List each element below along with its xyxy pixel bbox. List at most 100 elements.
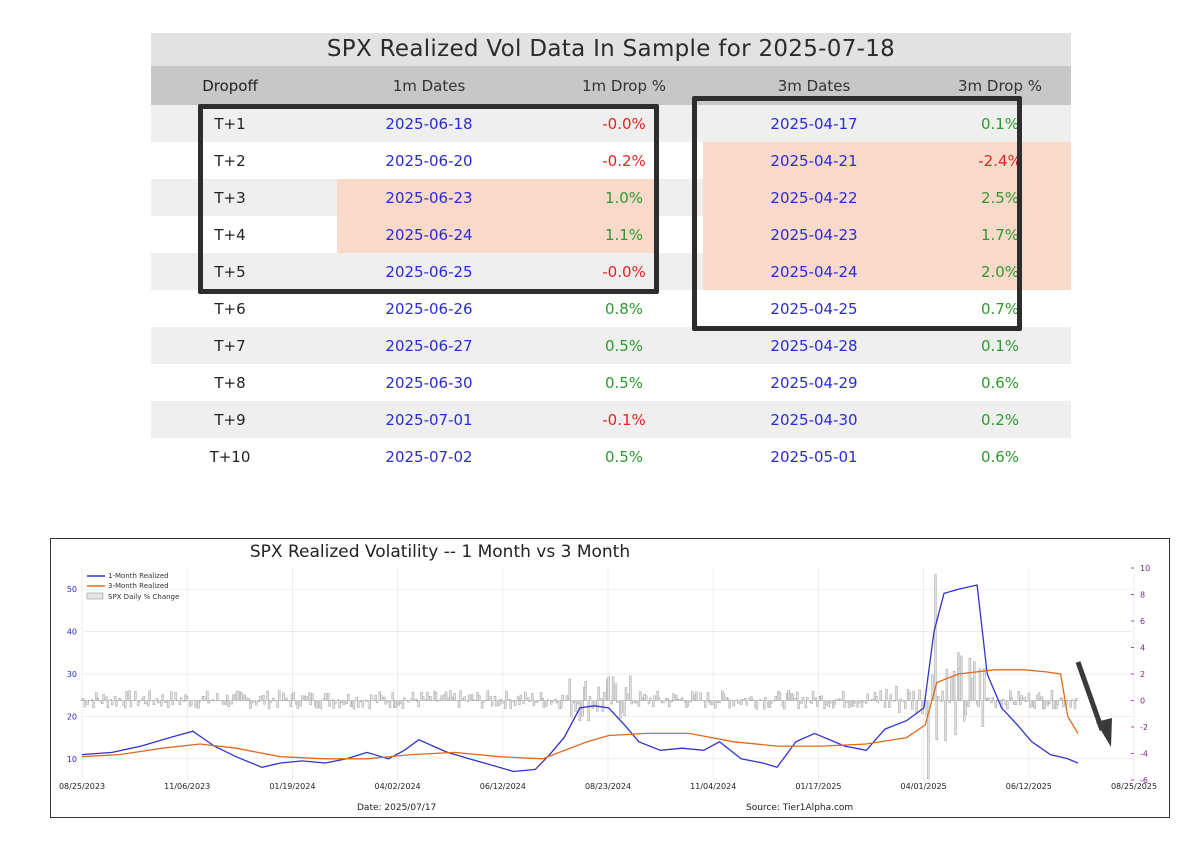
daily-change-bar [764,697,767,701]
daily-change-bar [417,700,420,708]
drop-1m-cell: 0.8% [604,299,644,318]
legend-label-3m: 3-Month Realized [108,582,169,590]
drop-3m-cell: 2.0% [980,262,1020,281]
daily-change-bar [328,700,331,707]
footer-source: Source: Tier1Alpha.com [746,803,853,813]
daily-change-bar [904,700,907,709]
daily-change-bar [703,700,707,708]
x-tick-label: 06/12/2025 [1006,782,1052,791]
y-left-tick-label: 50 [67,585,77,594]
daily-change-bar [542,700,546,708]
daily-change-bar [361,700,364,708]
daily-change-bar [403,697,406,701]
daily-change-bar [987,697,990,701]
daily-change-bar [247,698,251,701]
realized-vol-chart: SPX Realized Volatility -- 1 Month vs 3 … [50,538,1170,818]
daily-change-bar [883,700,887,708]
daily-change-bar [292,692,295,701]
daily-change-bar [978,668,982,701]
daily-change-bar [626,693,629,701]
daily-change-bar [718,700,721,703]
daily-change-bar [92,700,95,708]
drop-1m-cell: 0.5% [604,447,644,466]
x-tick-label: 08/25/2025 [1111,782,1157,791]
daily-change-bar [593,700,596,706]
daily-change-bar [170,691,173,701]
daily-change-bar [728,700,731,709]
daily-change-bar [231,694,235,701]
dropoff-cell: T+2 [214,151,246,170]
daily-change-bar [570,700,573,718]
daily-change-bar [336,699,340,701]
daily-change-bar [102,694,105,701]
daily-change-bar [531,693,534,701]
arrow-head [1096,718,1112,747]
table-header-row: Dropoff 1m Dates 1m Drop % 3m Dates 3m D… [151,66,1071,105]
daily-change-bar [829,700,832,704]
daily-change-bar [90,699,94,701]
daily-change-bar [309,700,312,706]
daily-change-bar [426,691,429,701]
daily-change-bar [857,700,861,704]
daily-change-bar [1019,700,1022,705]
daily-change-bar [686,700,690,707]
daily-change-bar [945,669,949,701]
daily-change-bar [670,700,674,703]
daily-change-bar [82,698,85,701]
daily-change-bar [1037,692,1041,701]
daily-change-bar [434,692,438,701]
daily-change-bar [332,700,336,709]
daily-change-bar [856,700,859,708]
daily-change-bar [459,690,462,701]
daily-change-bar [977,700,980,708]
daily-change-bar [236,690,239,701]
daily-change-bar [213,700,216,702]
daily-change-bar [183,700,186,702]
x-tick-label: 08/23/2024 [585,782,631,791]
daily-change-bar [1014,700,1018,705]
daily-change-bar [667,700,671,708]
daily-change-bar [503,700,507,709]
daily-change-bar [755,700,759,710]
daily-change-bar [449,690,452,701]
daily-change-bar [109,699,112,701]
daily-change-bar [152,700,156,706]
daily-change-bar [221,700,225,705]
daily-change-bar [171,700,174,705]
daily-change-bar [601,700,605,712]
daily-change-bar [981,700,985,727]
down-arrow-annotation [1075,661,1112,747]
daily-change-bar [95,692,98,701]
daily-change-bar [741,698,744,701]
daily-change-bar [370,694,373,701]
daily-change-bar [1069,700,1072,708]
daily-change-bar [793,698,796,701]
dropoff-cell: T+8 [214,373,246,392]
daily-change-bar [551,700,554,702]
daily-change-bar [811,691,815,701]
legend-label-bars: SPX Daily % Change [108,593,179,601]
daily-change-bar [334,700,337,705]
daily-change-bar [1010,697,1013,701]
daily-change-bar [528,700,531,702]
daily-change-bar [927,700,930,780]
daily-change-bar [355,697,359,701]
daily-change-bar [136,700,140,706]
daily-change-bar [610,700,613,705]
daily-change-bar [539,692,543,701]
daily-change-bar [876,700,880,703]
daily-change-bar [345,700,348,704]
y-left-tick-label: 30 [67,670,77,679]
daily-change-bar [526,697,530,701]
daily-change-bar [495,700,498,707]
daily-change-bar [296,700,300,709]
date-3m-cell: 2025-05-01 [770,447,858,466]
daily-change-bar [549,700,553,705]
date-3m-cell: 2025-04-28 [770,336,858,355]
daily-change-bar [190,700,193,706]
daily-change-bar [791,694,795,701]
daily-change-bar [744,698,747,701]
dropoff-cell: T+1 [214,114,246,133]
daily-change-bar [508,699,511,701]
daily-change-bar [134,690,137,701]
